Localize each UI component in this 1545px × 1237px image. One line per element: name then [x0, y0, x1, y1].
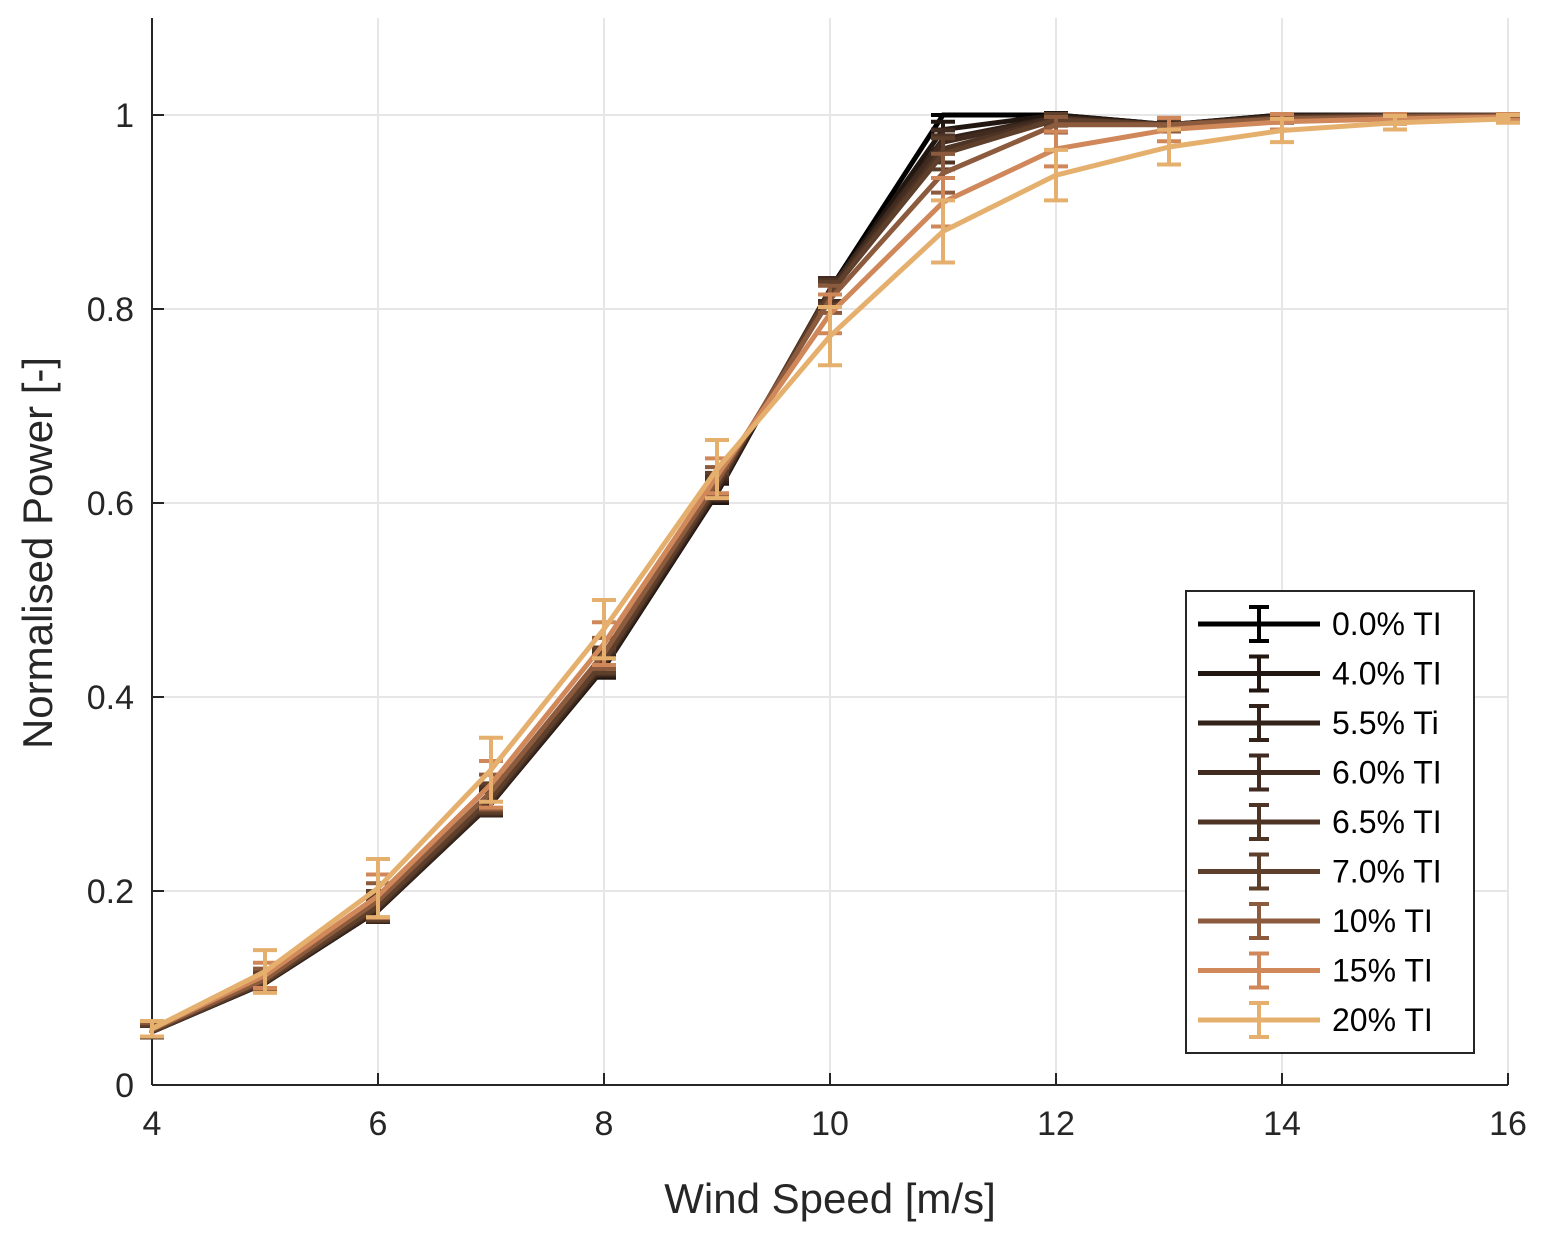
legend-item: 5.5% Ti: [1198, 704, 1439, 742]
error-bar: [1496, 113, 1520, 125]
legend-item: 6.0% TI: [1198, 753, 1442, 792]
data-point: [601, 626, 607, 632]
legend-label: 20% TI: [1332, 1002, 1433, 1038]
legend-label: 5.5% Ti: [1332, 705, 1439, 741]
error-bar: [366, 856, 390, 920]
data-point: [1279, 128, 1285, 134]
error-bar: [818, 305, 842, 368]
series-8: [140, 113, 1520, 1039]
y-tick-label: 0.2: [87, 873, 134, 911]
data-point: [488, 767, 494, 773]
y-tick-label: 0: [115, 1067, 134, 1105]
legend-label: 6.0% TI: [1332, 755, 1442, 791]
legend-item: 0.0% TI: [1198, 605, 1442, 643]
y-tick-label: 1: [115, 97, 134, 135]
x-tick-label: 4: [143, 1105, 162, 1143]
y-tick-label: 0.8: [87, 291, 134, 329]
legend-item: 10% TI: [1198, 902, 1433, 940]
legend-label: 0.0% TI: [1332, 606, 1442, 642]
data-point: [375, 885, 381, 891]
legend-label: 10% TI: [1332, 903, 1433, 939]
legend-item: 6.5% TI: [1198, 803, 1442, 841]
data-point: [940, 170, 946, 176]
y-tick-label: 0.6: [87, 485, 134, 523]
data-point: [940, 112, 946, 118]
error-bar: [1383, 113, 1407, 132]
data-point: [714, 466, 720, 472]
legend-item: 20% TI: [1198, 1001, 1433, 1039]
legend-item: 4.0% TI: [1198, 654, 1442, 693]
legend-label: 4.0% TI: [1332, 656, 1442, 692]
data-point: [1166, 144, 1172, 150]
legend-item: 15% TI: [1198, 951, 1433, 990]
y-axis-title: Normalised Power [-]: [14, 357, 61, 749]
x-tick-label: 14: [1263, 1105, 1301, 1143]
axes: [151, 18, 1509, 1086]
x-tick-label: 6: [369, 1105, 388, 1143]
legend-label: 15% TI: [1332, 953, 1433, 989]
error-bar: [931, 198, 955, 265]
error-bar: [140, 1018, 164, 1039]
data-point: [1053, 172, 1059, 178]
data-point: [1505, 116, 1511, 122]
legend-label: 7.0% TI: [1332, 854, 1442, 890]
data-point: [262, 969, 268, 975]
data-point: [1392, 120, 1398, 126]
legend-label: 6.5% TI: [1332, 804, 1442, 840]
y-tick-label: 0.4: [87, 679, 134, 717]
data-point: [149, 1026, 155, 1032]
error-bar: [253, 948, 277, 995]
data-point: [1053, 122, 1059, 128]
x-axis-title: Wind Speed [m/s]: [664, 1175, 995, 1222]
error-bar: [1044, 147, 1068, 203]
x-tick-label: 8: [595, 1105, 614, 1143]
x-tick-label: 10: [811, 1105, 849, 1143]
error-bar: [931, 112, 955, 118]
legend: 0.0% TI 4.0% TI 5.5% Ti 6.0% TI 6.5% TI 7.0% …: [1185, 590, 1475, 1054]
data-point: [940, 228, 946, 234]
error-bar: [1270, 116, 1294, 145]
x-tick-label: 12: [1037, 1105, 1075, 1143]
y-tick-labels: 0 0.2 0.4 0.6 0.8 1: [87, 97, 134, 1105]
error-bar: [1157, 127, 1181, 167]
series-group: [140, 111, 1520, 1040]
legend-item: 7.0% TI: [1198, 852, 1442, 891]
x-tick-labels: 4 6 8 10 12 14 16: [143, 1105, 1527, 1143]
data-point: [827, 333, 833, 339]
x-tick-label: 16: [1489, 1105, 1527, 1143]
error-bar: [479, 735, 503, 804]
error-bar: [592, 598, 616, 661]
error-bar: [705, 437, 729, 501]
